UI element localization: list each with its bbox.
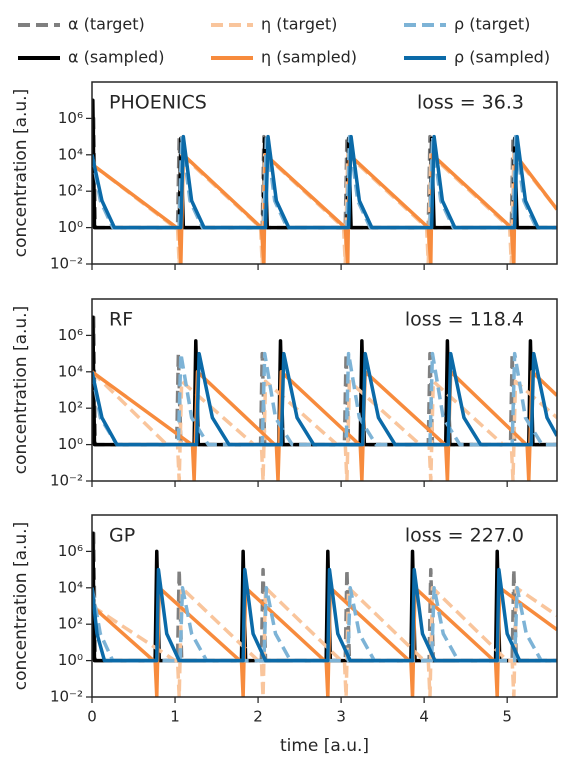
x-tick-label: 3 — [336, 708, 346, 726]
panel-title: RF — [109, 309, 133, 331]
legend-label: η (target) — [261, 15, 337, 34]
series-line — [92, 153, 557, 264]
y-tick-label: 10² — [58, 182, 83, 200]
y-tick-label: 10⁶ — [58, 109, 83, 127]
y-tick-label: 10⁰ — [58, 651, 83, 669]
y-tick-label: 10⁻² — [50, 255, 83, 273]
panel-title: GP — [109, 525, 135, 547]
series-line — [92, 586, 557, 663]
axes-frame — [91, 81, 558, 265]
panel-annotation: loss = 118.4 — [405, 309, 524, 331]
legend-label: α (target) — [68, 15, 145, 34]
legend-label: ρ (sampled) — [454, 48, 550, 67]
x-tick-label: 1 — [170, 708, 180, 726]
y-tick-label: 10⁻² — [50, 688, 83, 706]
legend-label: η (sampled) — [261, 48, 357, 67]
series-line — [92, 370, 557, 481]
series-line — [92, 315, 557, 447]
axes-frame — [91, 298, 558, 482]
y-tick-label: 10⁴ — [58, 145, 83, 163]
y-tick-label: 10⁰ — [58, 435, 83, 453]
x-axis-label: time [a.u.] — [280, 736, 369, 756]
y-tick-label: 10⁴ — [58, 362, 83, 380]
y-tick-label: 10² — [58, 399, 83, 417]
y-tick-label: 10⁰ — [58, 218, 83, 236]
series-line — [92, 586, 557, 697]
plot-area — [92, 531, 557, 697]
panel-title: PHOENICS — [109, 92, 207, 114]
axes-frame — [91, 514, 558, 698]
y-tick-label: 10⁴ — [58, 578, 83, 596]
panel-annotation: loss = 36.3 — [417, 92, 524, 114]
y-tick-label: 10² — [58, 615, 83, 633]
series-line — [92, 315, 557, 447]
x-tick-label: 4 — [419, 708, 429, 726]
legend-label: ρ (target) — [454, 15, 530, 34]
panel: 10⁻² 10⁰ 10² 10⁴ 10⁶ PHOENICS loss = 36.3 conce… — [11, 81, 558, 273]
series-line — [92, 134, 557, 230]
y-axis-label: concentration [a.u.] — [11, 89, 31, 257]
series-line — [92, 351, 557, 447]
x-tick-label: 2 — [253, 708, 263, 726]
panel: 10⁻² 10⁰ 10² 10⁴ 10⁶ 0 1 2 3 4 5 GP loss = 227.0 conc… — [11, 514, 558, 756]
series-line — [92, 134, 557, 230]
y-tick-label: 10⁶ — [58, 542, 83, 560]
plot-area — [92, 315, 557, 481]
series-line — [92, 567, 557, 663]
series-line — [92, 370, 557, 481]
series-line — [92, 351, 557, 447]
y-axis-label: concentration [a.u.] — [11, 306, 31, 474]
x-tick-label: 0 — [87, 708, 97, 726]
y-tick-label: 10⁻² — [50, 472, 83, 490]
panel: 10⁻² 10⁰ 10² 10⁴ 10⁶ RF loss = 118.4 concentrat… — [11, 298, 558, 490]
panel-annotation: loss = 227.0 — [405, 525, 524, 547]
plot-area — [92, 98, 557, 264]
y-axis-label: concentration [a.u.] — [11, 522, 31, 690]
x-tick-label: 5 — [502, 708, 512, 726]
legend-label: α (sampled) — [68, 48, 164, 67]
y-tick-label: 10⁶ — [58, 326, 83, 344]
